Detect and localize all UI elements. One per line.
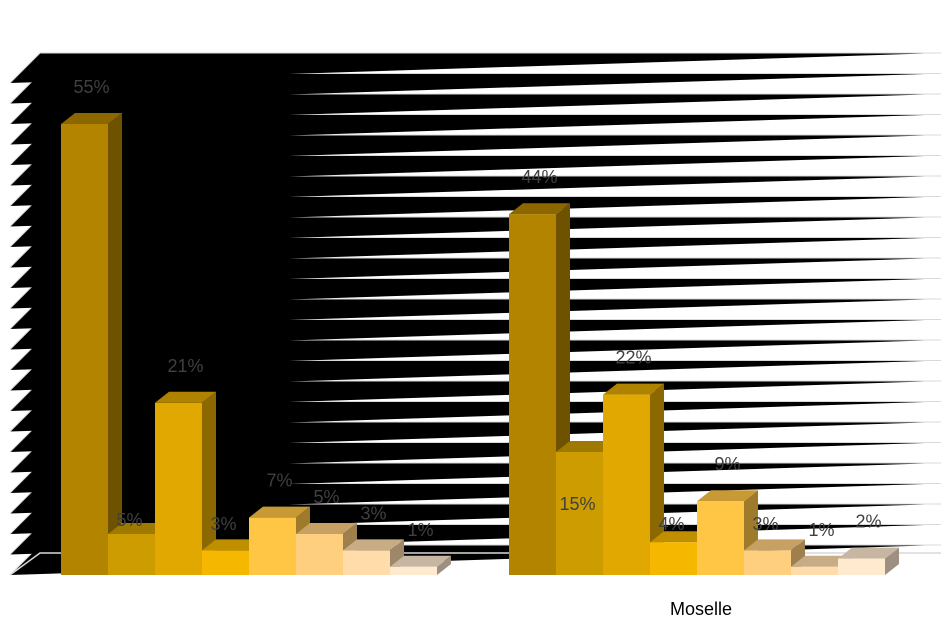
bar (61, 113, 122, 575)
bar-front (343, 550, 390, 575)
bar-top (791, 555, 852, 567)
bar-top (249, 506, 310, 518)
data-label: 5% (116, 510, 142, 530)
gridline (9, 52, 941, 84)
bar-front (556, 452, 603, 575)
bar-front (390, 566, 437, 575)
bar-side (437, 555, 451, 575)
data-label: 44% (521, 167, 557, 187)
bar-front (61, 124, 108, 575)
bar-front (509, 214, 556, 575)
data-label: 9% (714, 454, 740, 474)
data-label: 3% (360, 503, 386, 523)
bar-front (838, 558, 885, 575)
bar (343, 539, 404, 575)
category-label: Moselle (670, 599, 732, 619)
bar-front (296, 534, 343, 575)
bar-top (155, 391, 216, 403)
bar-top (650, 531, 711, 543)
bar (838, 547, 899, 575)
bar-top (202, 539, 263, 551)
bar-side (202, 391, 216, 575)
data-label: 3% (752, 514, 778, 534)
data-label: 7% (266, 471, 292, 491)
bar-top (603, 383, 664, 395)
bar-top (61, 113, 122, 124)
data-label: 5% (313, 487, 339, 507)
bar-side (650, 383, 664, 575)
bar (603, 383, 664, 575)
bar (697, 490, 758, 575)
bar-top (390, 555, 451, 567)
bar-side (885, 547, 899, 575)
data-label: 15% (559, 494, 595, 514)
data-label: 4% (658, 514, 684, 534)
data-label: 3% (210, 514, 236, 534)
bar-side (108, 113, 122, 575)
chart-data-labels: 55% 5% 21% 3% 7% 5% 3% 1% 44% 15% 22% 4% 9% 3% 1% 2% (73, 77, 881, 540)
bar-top (108, 523, 169, 534)
bar-top (556, 441, 617, 452)
bar-top (697, 490, 758, 502)
chart-category-labels: Moselle (670, 599, 732, 619)
chart-bars (61, 113, 899, 575)
data-label: 1% (808, 520, 834, 540)
bar-front (155, 402, 202, 575)
bar-top (509, 203, 570, 215)
data-label: 1% (407, 520, 433, 540)
bar-front (744, 550, 791, 575)
data-label: 21% (167, 356, 203, 376)
bar-front (650, 542, 697, 575)
bar-front (108, 534, 155, 575)
bar (390, 555, 451, 575)
bar-top (838, 547, 899, 559)
data-label: 2% (855, 512, 881, 532)
bar-top (296, 523, 357, 534)
data-label: 22% (615, 348, 651, 368)
data-label: 55% (73, 77, 109, 97)
bar (744, 539, 805, 575)
bar-front (791, 566, 838, 575)
bar-front (202, 550, 249, 575)
bar-front (697, 501, 744, 575)
bar-top (343, 539, 404, 551)
bar-front (249, 517, 296, 575)
bar-top (744, 539, 805, 551)
bar (155, 391, 216, 575)
chart-grid (9, 52, 941, 576)
bar-front (603, 394, 650, 575)
